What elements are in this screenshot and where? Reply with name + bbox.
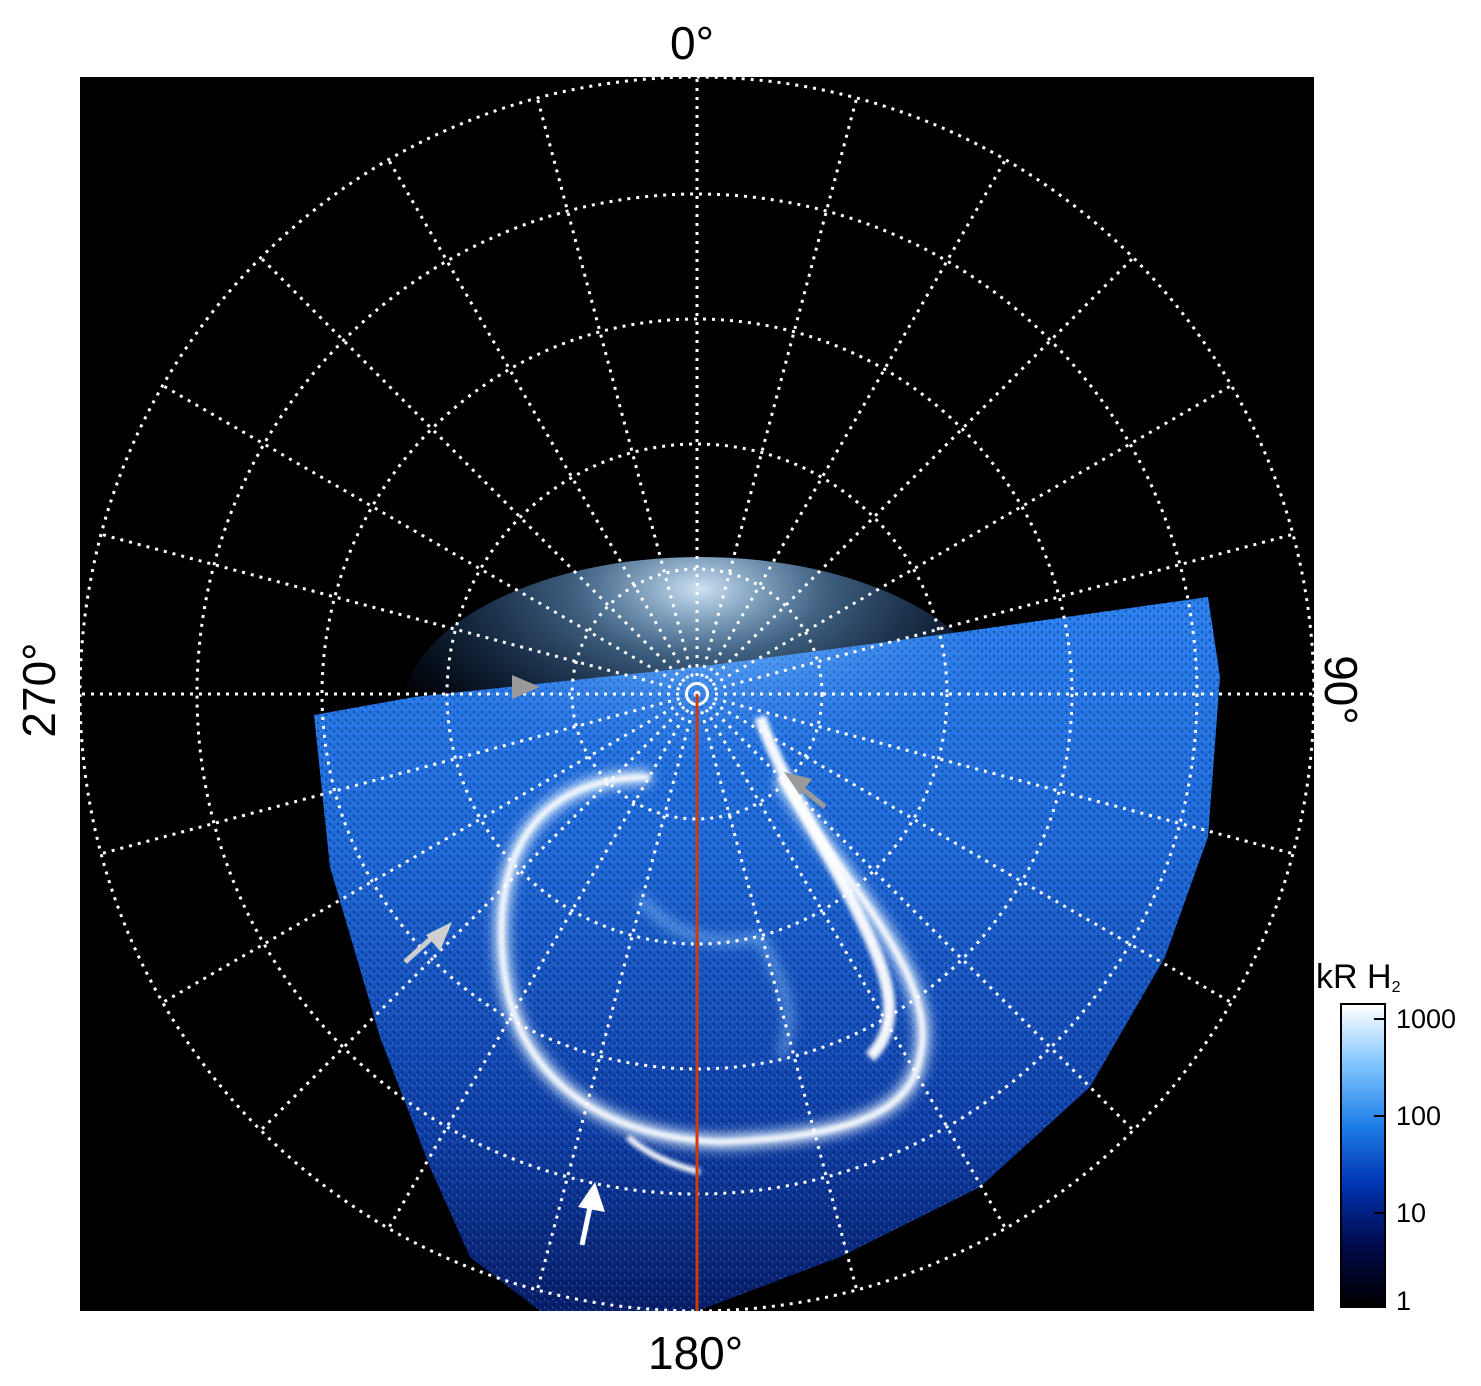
white-arrow-icon (578, 1182, 605, 1246)
auroral-emission-region (314, 557, 1220, 1311)
azimuth-label-90: 90° (1315, 655, 1367, 725)
grid-meridian (100, 692, 698, 856)
grid-circle (445, 442, 949, 946)
colorbar-tick-label-1000: 1000 (1396, 1004, 1457, 1034)
grid-meridian (387, 158, 699, 695)
colorbar-tick-label-10: 10 (1396, 1198, 1427, 1228)
azimuth-label-0: 0° (670, 17, 714, 69)
colorbar-tick (1374, 1300, 1386, 1302)
grid-circle (320, 317, 1074, 1071)
colorbar (1340, 1003, 1386, 1308)
grid-meridian (696, 532, 1294, 696)
grid-meridian (695, 256, 1135, 696)
colorbar-tick (1374, 1115, 1386, 1117)
gray-arrow-dawn-icon (784, 772, 827, 809)
colorbar-tick-label-1: 1 (1396, 1286, 1412, 1316)
grid-circle (570, 567, 824, 821)
grid-meridian (695, 158, 1007, 695)
colorbar-tick (1374, 1212, 1386, 1214)
grid-meridian (100, 532, 698, 696)
grid-meridian (259, 692, 699, 1132)
colorbar-tick (1374, 1018, 1386, 1020)
grid-meridian (259, 256, 699, 696)
azimuth-label-270: 270° (13, 642, 65, 738)
grid-meridian (535, 693, 699, 1291)
grid-meridian (695, 692, 1135, 1132)
polar-auroral-image (80, 77, 1314, 1311)
grid-meridian (161, 692, 698, 1004)
grid-meridian (695, 693, 859, 1291)
grid-meridian (696, 692, 1233, 1004)
grid-meridian (535, 97, 699, 695)
grid-meridian (695, 97, 859, 695)
gray-arrow-top-icon (512, 675, 540, 699)
gray-arrow-dusk-icon (403, 922, 452, 964)
grid-meridian (161, 384, 698, 696)
colorbar-tick-label-100: 100 (1396, 1101, 1442, 1131)
grid-meridian (387, 693, 699, 1230)
grid-meridian (695, 693, 1007, 1230)
grid-meridian (696, 692, 1294, 856)
colorbar-title: kR H2 (1316, 958, 1401, 996)
grid-meridian (696, 384, 1233, 696)
azimuth-label-180: 180° (648, 1327, 744, 1379)
